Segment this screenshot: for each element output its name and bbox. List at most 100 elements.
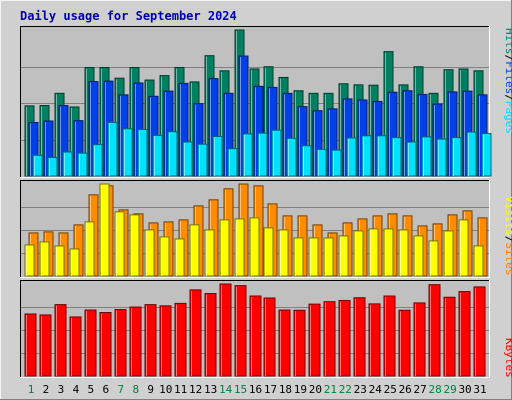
x-tick-day-25: 25 [384,383,397,396]
bar-kbytes-day-31 [473,286,486,377]
bar-kbytes-day-2 [39,314,52,377]
bar-pages-day-2 [47,157,58,177]
bar-visits-day-11 [174,238,185,277]
legend-middle: Visits/Sites [503,196,512,276]
x-tick-day-15: 15 [234,383,247,396]
bar-visits-day-30 [458,219,469,277]
panel-bottom [20,280,490,378]
x-tick-day-1: 1 [28,383,35,396]
bar-kbytes-day-24 [368,303,381,377]
x-tick-day-6: 6 [103,383,110,396]
bar-pages-day-22 [346,137,357,177]
bar-kbytes-day-3 [54,304,67,377]
bar-pages-day-16 [257,132,268,177]
bar-visits-day-28 [428,240,439,277]
bar-kbytes-day-7 [114,309,127,377]
bar-kbytes-day-1 [24,313,37,377]
x-tick-day-21: 21 [324,383,337,396]
bar-pages-day-4 [77,152,88,177]
x-tick-day-30: 30 [458,383,471,396]
bar-kbytes-day-12 [189,289,202,377]
x-tick-day-7: 7 [117,383,124,396]
bar-pages-day-30 [466,131,477,177]
bar-pages-day-12 [197,143,208,177]
bar-pages-day-13 [212,136,223,177]
bar-kbytes-day-20 [308,303,321,377]
bar-visits-day-17 [263,227,274,277]
bar-kbytes-day-9 [144,304,157,377]
bar-pages-day-27 [421,136,432,177]
bar-visits-day-26 [398,229,409,277]
bar-visits-day-25 [383,228,394,277]
bar-visits-day-5 [84,221,95,277]
bar-kbytes-day-17 [263,297,276,377]
x-tick-day-29: 29 [443,383,456,396]
bar-pages-day-14 [227,148,238,177]
x-tick-day-18: 18 [279,383,292,396]
bar-pages-day-23 [361,135,372,177]
legend-entry-hits: Hits [503,28,512,55]
bar-pages-day-3 [62,151,73,177]
legend-separator: / [503,55,512,62]
bar-visits-day-27 [413,235,424,277]
bar-visits-day-19 [293,237,304,277]
legend-separator: / [503,236,512,243]
legend-entry-files: Files [503,61,512,94]
bar-kbytes-day-22 [338,299,351,377]
bar-visits-day-20 [308,237,319,277]
bar-pages-day-11 [182,141,193,177]
bar-pages-day-15 [242,133,253,177]
x-tick-day-19: 19 [294,383,307,396]
x-tick-day-5: 5 [88,383,95,396]
bar-pages-day-17 [271,129,282,177]
bar-visits-day-21 [323,237,334,277]
chart-title: Daily usage for September 2024 [20,9,237,23]
bar-pages-day-24 [376,135,387,177]
bar-kbytes-day-18 [278,309,291,377]
bar-pages-day-1 [32,154,43,177]
x-tick-day-4: 4 [73,383,80,396]
x-tick-day-2: 2 [43,383,50,396]
x-tick-day-16: 16 [249,383,262,396]
x-tick-day-22: 22 [339,383,352,396]
series-kbytes [24,283,486,377]
bar-kbytes-day-27 [413,302,426,377]
bar-kbytes-day-23 [353,297,366,377]
bar-kbytes-day-25 [383,295,396,377]
x-axis-labels: 1 2 3 4 5 6 7 8 9 10 11 12 13 14 15 16 17 18 19 20 21 22 23 24 2… [28,383,487,396]
panel-middle [20,180,490,278]
bar-visits-day-14 [219,219,230,277]
legend-separator: / [503,94,512,101]
bar-visits-day-13 [204,229,215,277]
x-tick-day-9: 9 [147,383,154,396]
bar-visits-day-22 [338,235,349,277]
bar-kbytes-day-14 [219,283,232,377]
x-tick-day-13: 13 [204,383,217,396]
series-visits [24,183,484,277]
bar-visits-day-7 [114,211,125,277]
bar-pages-day-10 [167,131,178,177]
legend-entry-pages: Pages [503,101,512,134]
bar-pages-day-26 [406,141,417,177]
bar-pages-day-7 [122,128,133,177]
x-tick-day-20: 20 [309,383,322,396]
legend-entry-visits: Visits [503,196,512,236]
bar-visits-day-4 [69,248,80,277]
x-tick-day-3: 3 [58,383,65,396]
x-tick-day-31: 31 [473,383,486,396]
bar-kbytes-day-19 [293,309,306,377]
bar-pages-day-5 [92,144,103,177]
bar-kbytes-day-8 [129,306,142,377]
bar-visits-day-15 [234,218,245,277]
bar-pages-day-28 [436,138,447,177]
bar-kbytes-day-11 [174,302,187,377]
x-tick-day-14: 14 [219,383,233,396]
bar-visits-day-18 [278,229,289,277]
bar-pages-day-19 [301,145,312,177]
legend-entry-kbytes: KBytes [503,338,512,378]
bar-visits-day-10 [159,236,170,277]
bar-kbytes-day-26 [398,309,411,377]
